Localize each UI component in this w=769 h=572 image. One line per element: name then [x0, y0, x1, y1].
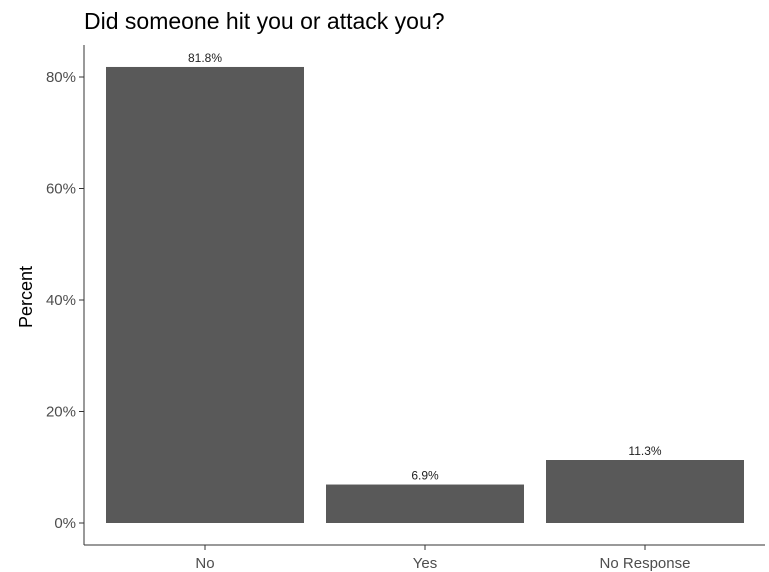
x-tick-label: Yes	[413, 555, 437, 572]
x-tick-label: No Response	[600, 555, 691, 572]
y-tick-label: 40%	[46, 292, 76, 309]
y-tick-label: 20%	[46, 404, 76, 421]
bar-no	[106, 66, 304, 523]
chart-title: Did someone hit you or attack you?	[84, 8, 445, 34]
data-labels-layer: 81.8% 6.9% 11.3%	[188, 51, 662, 483]
y-axis-title: Percent	[16, 266, 36, 328]
bar-yes	[326, 484, 524, 523]
x-tick-label: No	[195, 555, 214, 572]
data-label: 81.8%	[188, 51, 222, 65]
bar-no-response	[546, 460, 744, 523]
y-tick-label: 80%	[46, 69, 76, 86]
data-label: 11.3%	[628, 444, 661, 458]
y-tick-label: 0%	[54, 515, 76, 532]
data-label: 6.9%	[411, 469, 439, 483]
x-axis-ticks: No Yes No Response	[195, 545, 690, 572]
y-axis-ticks: 0% 20% 40% 60% 80%	[46, 69, 84, 532]
bars-layer	[106, 66, 744, 523]
y-tick-label: 60%	[46, 181, 76, 198]
